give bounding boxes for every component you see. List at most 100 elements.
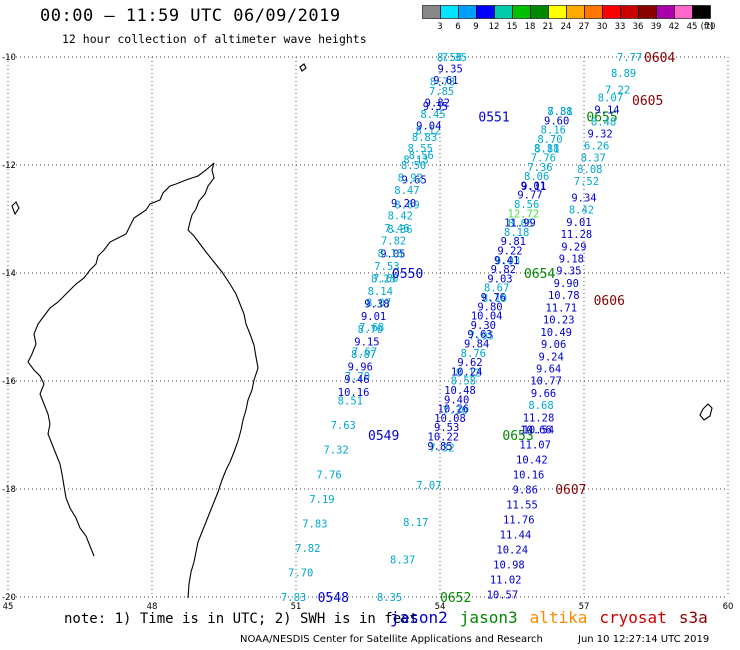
wave-height-observation: 9.01 [566, 217, 591, 229]
colorbar-label: 33 [614, 22, 626, 32]
wave-height-observation: 7.70 [288, 567, 313, 579]
wave-height-observation: 9.76 [481, 292, 506, 304]
satellite-legend: jason2 jason3 altika cryosat s3a [390, 608, 720, 627]
wave-height-observation: 8.31 [547, 106, 572, 118]
wave-height-observation: 7.85 [429, 86, 454, 98]
pass-id-label: 0606 [594, 294, 625, 309]
legend-entry-cryosat: cryosat [599, 608, 667, 627]
wave-height-observation: 10.48 [444, 385, 476, 397]
wave-height-observation: 8.18 [378, 248, 403, 260]
longitude-tick-label: 45 [3, 602, 14, 612]
wave-height-observation: 10.66 [520, 425, 552, 437]
wave-height-observation: 8.58 [451, 376, 476, 388]
wave-height-observation: 9.24 [539, 351, 564, 363]
colorbar-labels: 3 6 9 12 15 18 21 24 27 30 33 36 39 42 45 70 (ft) [422, 22, 728, 34]
wave-height-observation: 9.63 [467, 329, 492, 341]
wave-height-observation: 9.81 [501, 236, 526, 248]
wave-height-observation: 9.96 [348, 362, 373, 374]
wave-height-observation: 9.06 [541, 339, 566, 351]
wave-height-observation: 9.18 [559, 254, 584, 266]
colorbar-label: 12 [488, 22, 500, 32]
wave-height-observation: 7.22 [605, 84, 630, 96]
wave-height-observation: 11.55 [506, 499, 538, 511]
wave-height-observation: 8.92 [398, 173, 423, 185]
wave-height-observation: 10.42 [516, 455, 548, 467]
wave-height-observation: 7.36 [527, 162, 552, 174]
wave-height-observation: 9.01 [521, 180, 546, 192]
wave-height-observation: 10.04 [471, 311, 503, 323]
pass-id-label: 0548 [318, 591, 349, 606]
latitude-tick-label: -12 [2, 161, 16, 171]
latitude-tick-label: -16 [2, 377, 16, 387]
wave-height-observation: 7.77 [617, 52, 642, 64]
pass-id-label: 0652 [440, 591, 471, 606]
map-title: 00:00 – 11:59 UTC 06/09/2019 [40, 6, 341, 26]
pass-id-label: 0551 [478, 110, 509, 125]
pass-id-label: 0604 [644, 51, 675, 66]
pass-0550: 10.169.469.968.879.158.709.019.388.148.2… [338, 160, 426, 399]
wave-height-observation: 8.13 [403, 155, 428, 167]
wave-height-observation: 7.70 [345, 371, 370, 383]
wave-height-observation: 8.76 [461, 348, 486, 360]
wave-height-observation: 8.56 [514, 199, 539, 211]
wave-height-observation: 7.95 [469, 330, 494, 342]
wave-height-observation: 9.53 [434, 422, 459, 434]
pass-0653: 9.8510.229.5310.0810.269.4010.488.5810.2… [427, 106, 572, 453]
wave-height-observation: 10.16 [513, 470, 545, 482]
colorbar-label: 24 [560, 22, 572, 32]
wave-height-observation: 8.67 [484, 283, 509, 295]
islet-path [299, 63, 307, 72]
colorbar-label: 42 [668, 22, 680, 32]
colorbar-label: (ft) [700, 22, 714, 32]
wave-height-observation: 9.32 [587, 128, 612, 140]
colorbar-label: 18 [524, 22, 536, 32]
wave-height-observation: 9.35 [437, 63, 462, 75]
wave-height-observation: 9.20 [391, 198, 416, 210]
wave-height-observation: 10.24 [451, 366, 483, 378]
wave-height-observation: 9.85 [427, 441, 452, 453]
wave-height-observation: 11.76 [503, 514, 535, 526]
pass-id-label: 0550 [392, 267, 423, 282]
wave-height-observation: 9.80 [477, 301, 502, 313]
wave-height-observation: 7.32 [429, 442, 454, 454]
wave-height-observation: 9.05 [380, 248, 405, 260]
wave-height-observation: 10.49 [540, 327, 572, 339]
wave-height-observation: 7.52 [574, 176, 599, 188]
wave-height-observation: 8.70 [537, 134, 562, 146]
wave-height-observation: 8.70 [358, 324, 383, 336]
wave-height-observation: 10.24 [496, 544, 528, 556]
wave-height-observation: 8.78 [430, 77, 455, 89]
wave-height-observation: 10.78 [548, 290, 580, 302]
lat-lon-grid [7, 56, 729, 598]
colorbar-label: 3 [437, 22, 443, 32]
wave-height-observation: 8.37 [581, 152, 606, 164]
wave-height-observation: 11.71 [545, 302, 577, 314]
wave-height-observation: 8.08 [577, 164, 602, 176]
wave-height-observation: 9.60 [544, 115, 569, 127]
wave-height-observation: 8.50 [401, 160, 426, 172]
wave-height-observation: 8.25 [371, 273, 396, 285]
footer-note: note: 1) Time is in UTC; 2) SWH is in fe… [64, 611, 419, 627]
wave-height-observation: 8.18 [504, 227, 529, 239]
wave-height-observation: 8.55 [408, 143, 433, 155]
wave-height-observation: 8.18 [534, 143, 559, 155]
longitude-tick-label: 54 [435, 602, 446, 612]
credit-line: NOAA/NESDIS Center for Satellite Applica… [240, 634, 543, 645]
wave-height-observation: 8.35 [377, 592, 402, 604]
wave-height-observation: 9.40 [444, 394, 469, 406]
pass-0652: 8.35 8.37 8.17 7.07 7.32 7.30 8.12 7.95 8.19 9.03… [377, 106, 573, 606]
wave-height-observation: 8.45 [420, 109, 445, 121]
wave-height-observation: 7.88 [547, 106, 572, 118]
wave-height-observation: 9.14 [594, 104, 619, 116]
pass-id-label: 0605 [632, 94, 663, 109]
wave-height-observation: 8.42 [388, 210, 413, 222]
wave-height-observation: 8.16 [541, 125, 566, 137]
satellite-tracks: 7.83 7.70 7.82 7.83 7.19 7.76 7.32 7.63 8.51 7.70… [281, 51, 676, 606]
wave-height-observation: 10.23 [543, 315, 575, 327]
pass-id-label: 0607 [555, 483, 586, 498]
latitude-tick-label: -18 [2, 485, 16, 495]
wave-height-observation: 8.68 [528, 400, 553, 412]
wave-height-observation: 9.46 [344, 374, 369, 386]
pass-id-label: 0549 [368, 429, 399, 444]
latitude-tick-label: -20 [2, 593, 16, 603]
